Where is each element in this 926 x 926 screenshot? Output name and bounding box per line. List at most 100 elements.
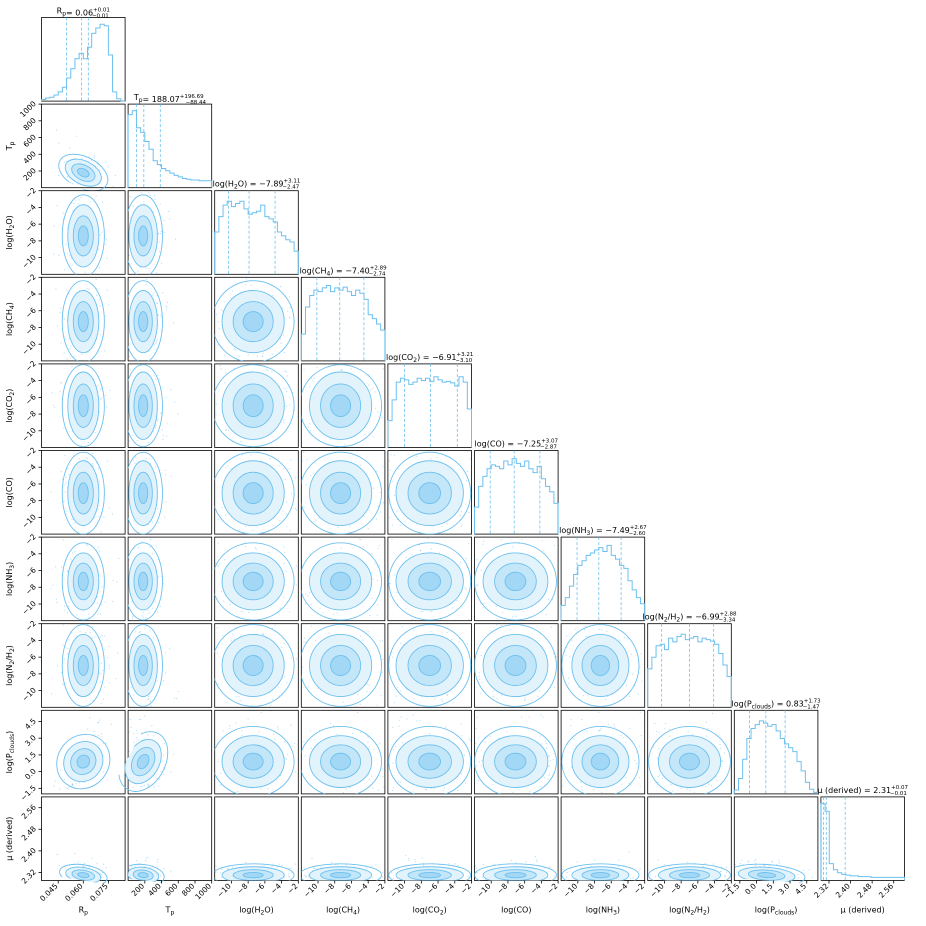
panel-frame — [474, 450, 559, 535]
scatter-point — [552, 759, 554, 761]
scatter-point — [625, 684, 628, 687]
contour-level-1 — [214, 542, 295, 621]
scatter-point — [271, 371, 273, 373]
contour-level-1 — [388, 624, 472, 707]
scatter-point — [154, 198, 156, 200]
scatter-point — [704, 785, 706, 788]
scatter-point — [108, 645, 110, 648]
scatter-point — [694, 862, 696, 864]
scatter-point — [89, 632, 91, 634]
scatter-point — [64, 491, 67, 493]
scatter-point — [630, 653, 632, 655]
scatter-point — [165, 672, 167, 674]
contour-panel-7-6 — [474, 536, 559, 622]
y-tick-label: 1000 — [18, 99, 38, 119]
scatter-point — [155, 466, 157, 468]
contour-panel-10-8 — [647, 796, 732, 881]
scatter-point — [655, 876, 657, 878]
x-tick-label: −6 — [339, 881, 353, 895]
scatter-point — [282, 510, 284, 512]
scatter-point — [219, 365, 222, 367]
hist-panel-3: log(H2O) = −7.89+3.11 −2.47 — [213, 179, 300, 275]
scatter-point — [425, 788, 427, 791]
scatter-point — [63, 318, 65, 320]
scatter-point — [98, 550, 101, 552]
scatter-point — [65, 482, 67, 484]
scatter-point — [376, 579, 379, 582]
scatter-point — [315, 519, 317, 521]
scatter-point — [340, 369, 342, 371]
scatter-point — [294, 742, 296, 744]
scatter-point — [238, 529, 240, 531]
scatter-point — [118, 557, 120, 560]
scatter-point — [446, 523, 448, 525]
scatter-point — [303, 451, 305, 453]
contour-level-1 — [301, 863, 382, 881]
scatter-point — [638, 777, 640, 779]
scatter-point — [156, 295, 158, 297]
scatter-point — [367, 528, 369, 530]
contour-level-4 — [77, 394, 89, 418]
scatter-point — [226, 702, 228, 704]
scatter-point — [132, 434, 134, 436]
scatter-point — [528, 716, 530, 718]
hist-title-9: log(Pclouds) = 0.83+1.73 −1.47 — [732, 698, 822, 710]
scatter-point — [458, 641, 460, 643]
scatter-point — [708, 784, 710, 786]
contour-level-4 — [504, 752, 527, 771]
scatter-point — [145, 857, 147, 859]
scatter-point — [304, 874, 306, 876]
scatter-point — [106, 257, 108, 260]
scatter-point — [279, 519, 281, 522]
scatter-point — [149, 546, 151, 548]
x-tick-label: 1000 — [193, 881, 213, 901]
scatter-point — [84, 271, 86, 273]
scatter-point — [102, 201, 104, 203]
scatter-point — [309, 730, 312, 732]
x-tick-label: −10 — [388, 881, 406, 899]
scatter-point — [245, 284, 247, 286]
scatter-point — [593, 789, 595, 791]
scatter-point — [177, 413, 179, 415]
x-axis-label-3: log(H2O) — [239, 906, 274, 917]
scatter-point — [285, 758, 288, 760]
scatter-point — [232, 633, 234, 635]
scatter-point — [237, 790, 239, 792]
contour-panel-6-4 — [300, 450, 386, 535]
scatter-point — [575, 745, 577, 747]
contour-level-1 — [214, 726, 295, 794]
scatter-point — [153, 292, 155, 294]
scatter-point — [374, 391, 376, 393]
scatter-point — [66, 510, 68, 512]
scatter-point — [360, 731, 362, 733]
scatter-point — [147, 609, 149, 611]
x-tick-label: −6 — [512, 881, 526, 895]
contour-level-4 — [77, 571, 89, 592]
scatter-point — [130, 686, 132, 688]
scatter-point — [452, 702, 454, 704]
scatter-point — [277, 726, 279, 728]
scatter-point — [586, 730, 588, 732]
scatter-point — [99, 681, 102, 683]
scatter-point — [632, 673, 634, 675]
scatter-point — [466, 471, 468, 473]
scatter-point — [572, 738, 574, 740]
scatter-point — [617, 865, 620, 868]
scatter-point — [307, 595, 309, 597]
scatter-point — [86, 458, 88, 460]
scatter-point — [157, 339, 159, 341]
scatter-point — [434, 698, 436, 700]
scatter-point — [381, 871, 384, 874]
scatter-point — [553, 875, 555, 877]
scatter-point — [475, 728, 477, 730]
scatter-point — [368, 384, 370, 386]
panel-frame — [733, 796, 819, 881]
scatter-point — [715, 867, 717, 870]
scatter-point — [86, 544, 88, 546]
scatter-point — [141, 615, 144, 617]
y-tick-label: 2.32 — [20, 867, 38, 885]
contour-level-1 — [561, 726, 640, 794]
histogram-step — [820, 803, 905, 881]
scatter-point — [69, 147, 71, 149]
scatter-point — [316, 366, 318, 369]
